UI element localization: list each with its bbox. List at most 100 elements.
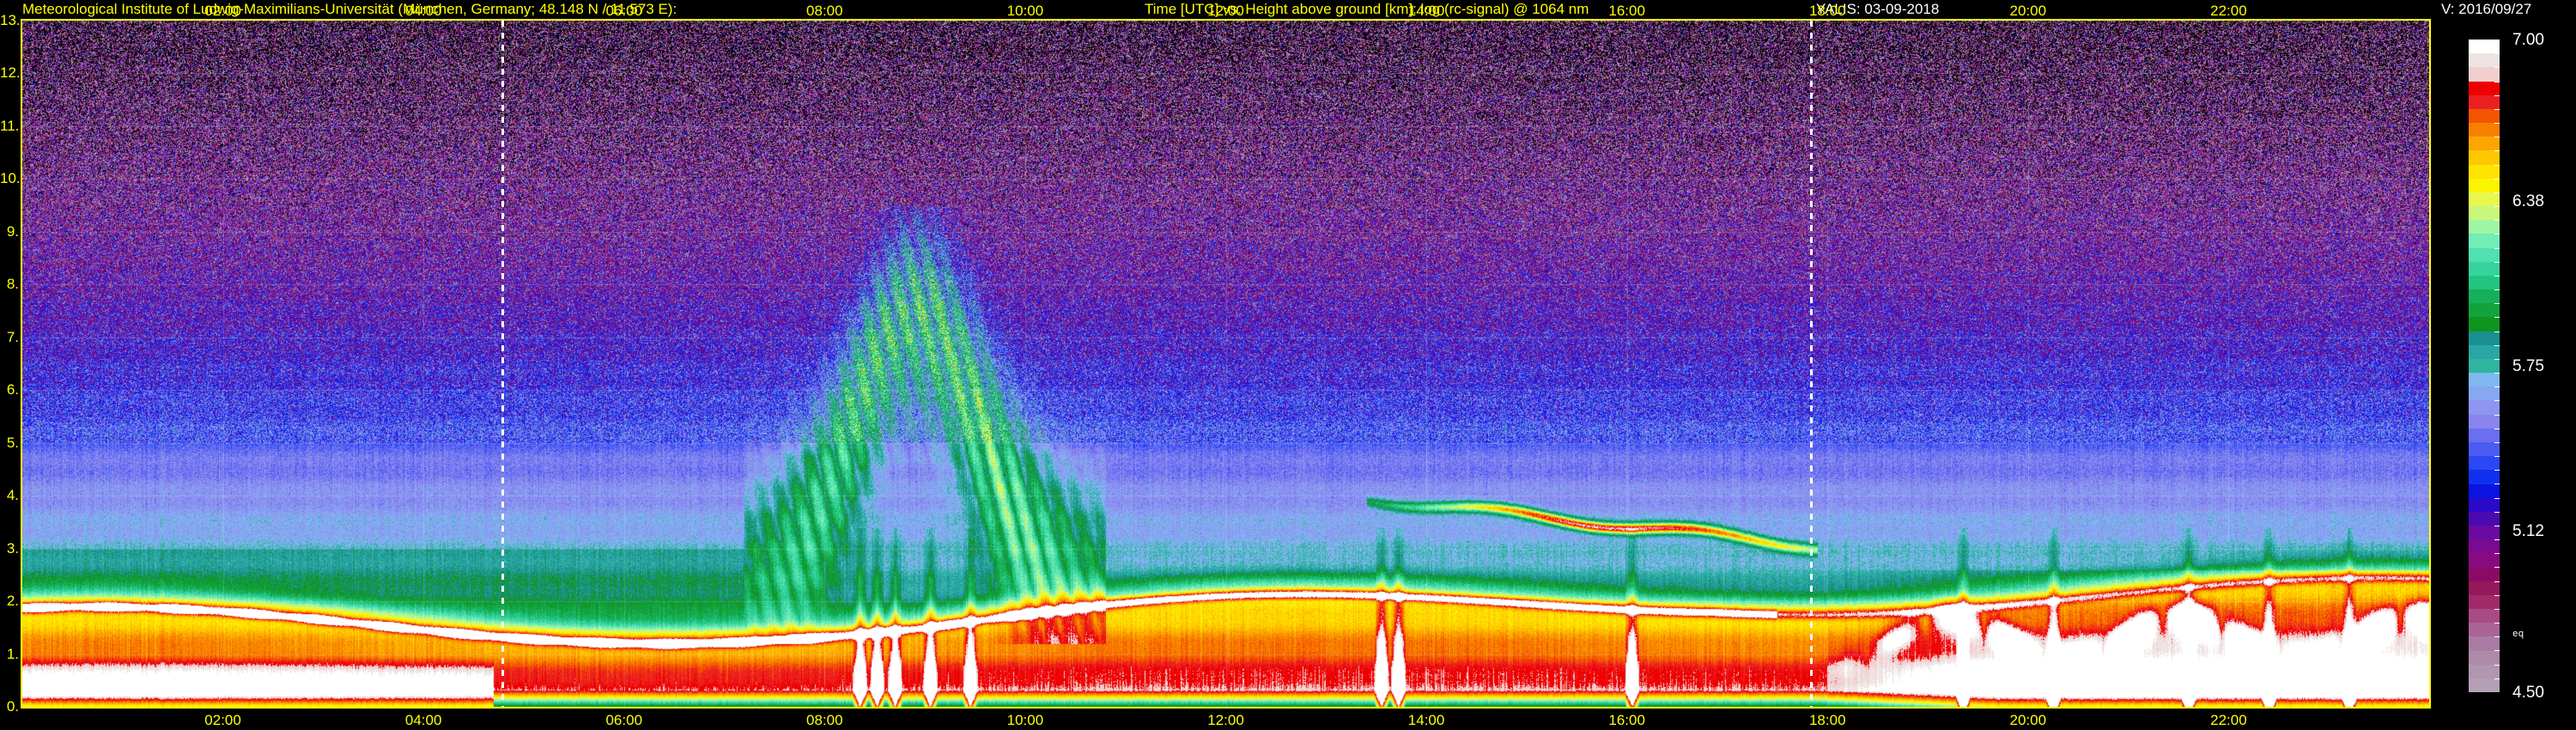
colorbar-swatch — [2469, 400, 2500, 415]
x-axis-tick-label: 20:00 — [2009, 712, 2047, 728]
colorbar-swatch — [2469, 581, 2500, 595]
colorbar-eq-annotation: eq — [2512, 630, 2524, 641]
colorbar-swatch — [2469, 331, 2500, 345]
x-axis-tick-label: 02:00 — [204, 3, 241, 19]
y-axis-tick-label: 13. — [0, 12, 21, 28]
colorbar-swatch — [2469, 81, 2500, 95]
colorbar-swatch — [2469, 553, 2500, 568]
y-axis-tick-label: 5. — [6, 434, 19, 451]
colorbar-swatch — [2469, 539, 2500, 554]
colorbar-swatch — [2469, 567, 2500, 581]
x-axis-tick-label: 10:00 — [1006, 3, 1044, 19]
y-axis-tick-label: 8. — [6, 276, 19, 293]
instrument-date: YALIS: 03-09-2018 — [1816, 1, 1940, 17]
colorbar-swatch — [2469, 484, 2500, 498]
institute-header: Meteorological Institute of Ludwig-Maxim… — [22, 1, 677, 17]
colorbar-swatch — [2469, 317, 2500, 332]
colorbar-swatch — [2469, 234, 2500, 248]
x-axis-tick-label: 14:00 — [1407, 712, 1445, 728]
colorbar-swatch — [2469, 94, 2500, 109]
y-axis-tick-label: 11. — [0, 117, 20, 134]
y-axis-tick-label: 4. — [6, 487, 19, 504]
y-axis-tick-label: 0. — [6, 698, 19, 715]
y-axis-tick-label: 10. — [0, 170, 21, 187]
colorbar-swatch — [2469, 497, 2500, 512]
colorbar-swatch — [2469, 220, 2500, 234]
y-axis-tick-label: 6. — [6, 381, 19, 398]
x-axis-tick-label: 12:00 — [1207, 712, 1244, 728]
colorbar-swatch — [2469, 40, 2500, 54]
colorbar-swatch — [2469, 428, 2500, 442]
x-axis-tick-label: 06:00 — [605, 712, 643, 728]
x-axis-tick-label: 04:00 — [404, 3, 442, 19]
x-axis-tick-label: 18:00 — [1808, 3, 1846, 19]
x-axis-tick-label: 10:00 — [1006, 712, 1044, 728]
colorbar-swatch — [2469, 53, 2500, 68]
x-axis-tick-label: 12:00 — [1207, 3, 1244, 19]
y-axis-tick-label: 12. — [0, 64, 21, 82]
colorbar-swatch — [2469, 247, 2500, 262]
x-axis-tick-label: 08:00 — [806, 3, 843, 19]
y-axis-tick-label: 2. — [6, 593, 19, 610]
colorbar-swatch — [2469, 623, 2500, 637]
x-axis-tick-label: 08:00 — [806, 712, 843, 728]
y-axis-tick-label: 7. — [6, 328, 19, 345]
plot-area — [21, 19, 2431, 709]
x-axis-tick-label: 20:00 — [2009, 3, 2047, 19]
colorbar-tick-label: 5.12 — [2512, 521, 2544, 540]
colorbar-swatch — [2469, 275, 2500, 290]
lidar-heatmap-canvas — [22, 21, 2429, 707]
plot-title: Time [UTC] vs. Height above ground [km]:… — [1145, 1, 1589, 17]
colorbar-swatch — [2469, 373, 2500, 387]
colorbar-swatch — [2469, 303, 2500, 318]
colorbar-swatch — [2469, 344, 2500, 359]
colorbar-swatch — [2469, 386, 2500, 401]
colorbar-swatch — [2469, 178, 2500, 192]
time-marker-line — [1810, 21, 1813, 707]
x-axis-tick-label: 22:00 — [2210, 712, 2247, 728]
colorbar-swatch — [2469, 164, 2500, 179]
colorbar-swatch — [2469, 123, 2500, 137]
colorbar-swatch — [2469, 664, 2500, 678]
colorbar-swatch — [2469, 108, 2500, 124]
colorbar-tick-label: 7.00 — [2512, 31, 2544, 49]
time-marker-line — [501, 21, 504, 707]
x-axis-tick-label: 04:00 — [404, 712, 442, 728]
colorbar-swatch — [2469, 150, 2500, 165]
version-label: V: 2016/09/27 — [2441, 1, 2532, 17]
x-axis-tick-label: 16:00 — [1608, 3, 1645, 19]
colorbar — [2469, 40, 2500, 693]
colorbar-swatch — [2469, 678, 2500, 693]
colorbar-swatch — [2469, 137, 2500, 151]
colorbar-swatch — [2469, 67, 2500, 82]
colorbar-tick-label: 5.75 — [2512, 357, 2544, 375]
colorbar-swatch — [2469, 289, 2500, 304]
x-axis-top: 02:00 04:00 06:00 08:00 10:00 12:00 14:00 16:00… — [0, 2, 2576, 19]
colorbar-swatch — [2469, 636, 2500, 651]
y-axis-tick-label: 1. — [6, 645, 19, 662]
colorbar-swatch — [2469, 470, 2500, 484]
x-axis-tick-label: 16:00 — [1608, 712, 1645, 728]
colorbar-swatch — [2469, 192, 2500, 207]
y-axis-tick-label: 3. — [6, 539, 19, 557]
x-axis-bottom: 02:00 04:00 06:00 08:00 10:00 12:00 14:00 16:00… — [0, 711, 2576, 730]
colorbar-swatch — [2469, 526, 2500, 540]
colorbar-swatch — [2469, 456, 2500, 471]
colorbar-swatch — [2469, 609, 2500, 624]
x-axis-tick-label: 22:00 — [2210, 3, 2247, 19]
colorbar-swatch — [2469, 594, 2500, 610]
x-axis-tick-label: 18:00 — [1808, 712, 1846, 728]
x-axis-tick-label: 14:00 — [1407, 3, 1445, 19]
colorbar-swatch — [2469, 441, 2500, 457]
x-axis-tick-label: 02:00 — [204, 712, 241, 728]
colorbar-tick-label: 4.50 — [2512, 684, 2544, 702]
colorbar-swatch — [2469, 414, 2500, 429]
colorbar-swatch — [2469, 358, 2500, 374]
y-axis-tick-label: 9. — [6, 222, 19, 240]
x-axis-tick-label: 06:00 — [605, 3, 643, 19]
colorbar-tick-label: 6.38 — [2512, 192, 2544, 211]
colorbar-swatch — [2469, 206, 2500, 221]
colorbar-swatch — [2469, 511, 2500, 526]
colorbar-swatch — [2469, 650, 2500, 665]
